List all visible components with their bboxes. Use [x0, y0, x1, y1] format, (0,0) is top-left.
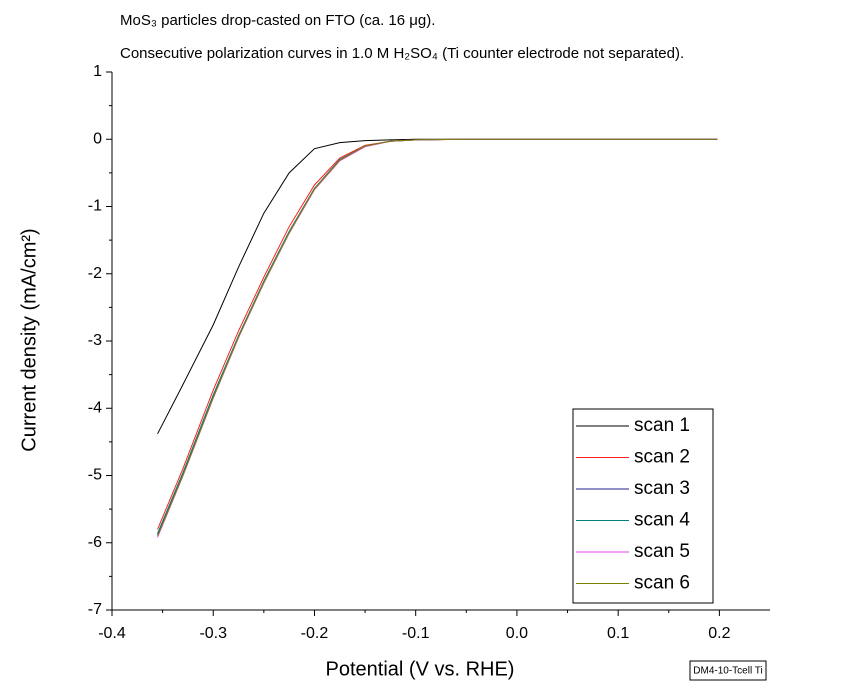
x-axis-title: Potential (V vs. RHE)	[326, 658, 515, 680]
y-tick-label: -1	[88, 198, 102, 215]
note-box	[689, 660, 767, 681]
annotation: MoS₃ particles drop-casted on FTO (ca. 1…	[120, 12, 435, 29]
x-tick-label: 0.2	[708, 625, 730, 642]
y-tick-label: -4	[88, 399, 102, 416]
y-tick-label: -5	[88, 467, 102, 484]
note: DM4-10-Tcell Ti	[693, 666, 762, 677]
legend-label: scan 3	[634, 478, 690, 499]
x-tick-label: -0.1	[402, 625, 430, 642]
legend-label: scan 5	[634, 541, 690, 562]
y-tick-label: -6	[88, 534, 102, 551]
x-tick-label: -0.3	[199, 625, 227, 642]
y-tick-label: 1	[93, 63, 102, 80]
y-axis-title: Current density (mA/cm²)	[18, 228, 40, 451]
x-tick-label: 0.1	[607, 625, 629, 642]
legend-label: scan 1	[634, 415, 690, 436]
annotation: Consecutive polarization curves in 1.0 M…	[120, 45, 684, 62]
x-tick-label: -0.4	[98, 625, 126, 642]
series-line	[157, 138, 718, 435]
legend-label: scan 2	[634, 447, 690, 468]
legend-label: scan 4	[634, 510, 690, 531]
x-tick-label: -0.2	[301, 625, 329, 642]
x-tick-label: 0.0	[506, 625, 528, 642]
y-tick-label: -2	[88, 265, 102, 282]
y-tick-label: -3	[88, 332, 102, 349]
y-tick-label: -7	[88, 601, 102, 618]
series-line	[157, 138, 718, 537]
y-tick-label: 0	[93, 130, 102, 147]
legend-box	[572, 408, 714, 604]
legend-label: scan 6	[634, 573, 690, 594]
